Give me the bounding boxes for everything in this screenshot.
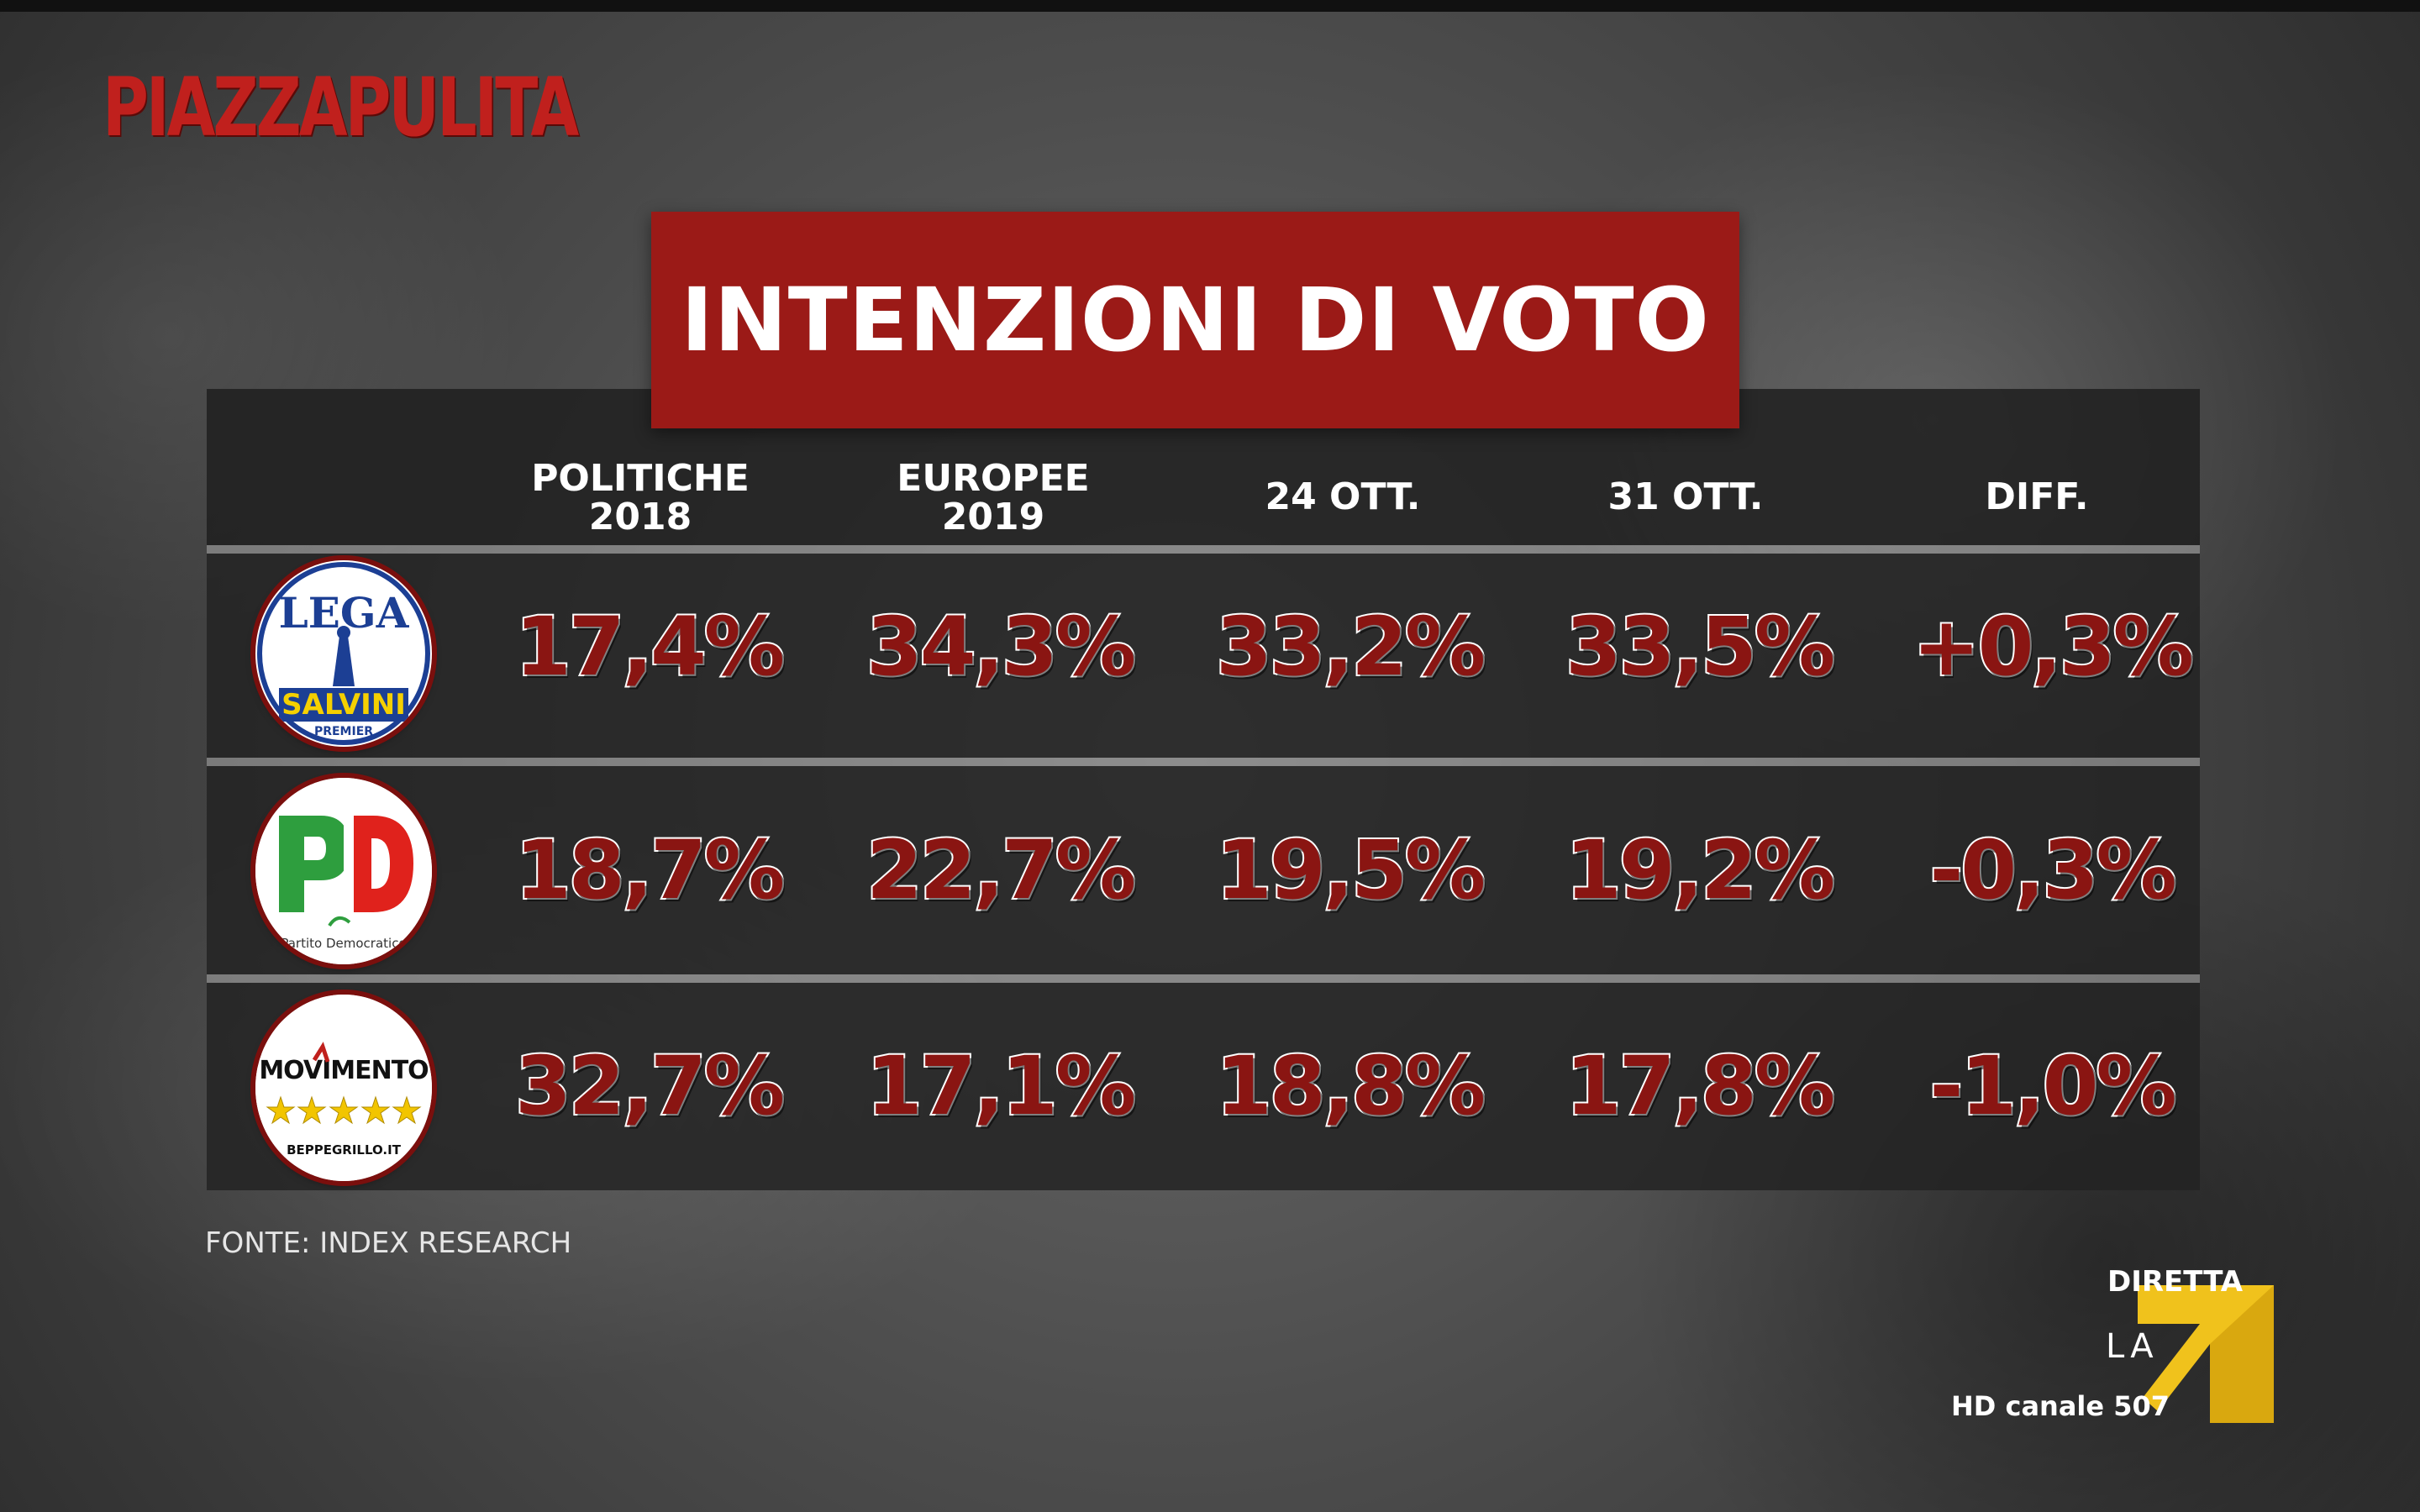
- column-header-politiche-2018: POLITICHE 2018: [472, 459, 808, 537]
- column-header-europee-2019: EUROPEE 2019: [825, 459, 1161, 537]
- value-lega-europee-2019: 34,3%: [865, 598, 1138, 696]
- row-separator: [207, 974, 2200, 983]
- column-header-diff: DIFF.: [1869, 478, 2205, 517]
- lega-logo: LEGA SALVINI PREMIER: [255, 560, 432, 747]
- la7-live-label: DIRETTA: [2107, 1265, 2244, 1299]
- m5s-logo-sub: BEPPEGRILLO.IT: [287, 1142, 402, 1158]
- value-m5s-31-ott: 17,8%: [1564, 1037, 1837, 1135]
- m5s-logo: MOVIMENTO BEPPEGRILLO.IT: [255, 995, 432, 1181]
- m5s-logo-text: MOVIMENTO: [259, 1056, 428, 1085]
- column-header-line1: 31 OTT.: [1607, 475, 1764, 518]
- top-bar: [0, 0, 2420, 12]
- value-lega-31-ott: 33,5%: [1564, 598, 1837, 696]
- column-header-line1: 24 OTT.: [1265, 475, 1421, 518]
- table-row-m5s: [207, 983, 2200, 1190]
- row-separator: [207, 758, 2200, 766]
- column-header-line1: POLITICHE: [531, 457, 750, 500]
- column-header-line2: 2018: [588, 496, 692, 538]
- chart-title: INTENZIONI DI VOTO: [681, 269, 1710, 371]
- column-header-line1: EUROPEE: [897, 457, 1090, 500]
- table-row-lega: [207, 554, 2200, 758]
- pd-logo: Partito Democratico: [255, 778, 432, 964]
- column-header-31-ott: 31 OTT.: [1518, 478, 1854, 517]
- value-pd-europee-2019: 22,7%: [865, 822, 1138, 919]
- program-logo: PIAZZAPULITA: [103, 60, 579, 155]
- column-header-24-ott: 24 OTT.: [1175, 478, 1511, 517]
- la7-seven-icon: [2138, 1285, 2274, 1423]
- source-note: FONTE: INDEX RESEARCH: [205, 1226, 572, 1260]
- value-m5s-diff: -1,0%: [1928, 1037, 2178, 1135]
- value-pd-24-ott: 19,5%: [1214, 822, 1487, 919]
- la7-hd-label: HD canale 507: [1951, 1390, 2170, 1422]
- row-separator: [207, 545, 2200, 554]
- value-m5s-politiche-2018: 32,7%: [513, 1037, 786, 1135]
- value-lega-politiche-2018: 17,4%: [513, 598, 786, 696]
- value-pd-diff: -0,3%: [1928, 822, 2178, 919]
- lega-logo-premier: PREMIER: [314, 725, 373, 738]
- pd-logo-caption: Partito Democratico: [281, 936, 406, 951]
- value-m5s-europee-2019: 17,1%: [865, 1037, 1138, 1135]
- pd-logo-graphic: Partito Democratico: [255, 778, 432, 964]
- table-row-pd: [207, 766, 2200, 974]
- value-lega-diff: +0,3%: [1911, 598, 2196, 696]
- lega-logo-graphic: LEGA SALVINI PREMIER: [257, 562, 430, 745]
- value-m5s-24-ott: 18,8%: [1214, 1037, 1487, 1135]
- column-header-line2: 2019: [941, 496, 1045, 538]
- value-pd-politiche-2018: 18,7%: [513, 822, 786, 919]
- la7-channel-text: LA: [2106, 1327, 2159, 1366]
- value-lega-24-ott: 33,2%: [1214, 598, 1487, 696]
- lega-logo-salvini: SALVINI: [281, 688, 406, 722]
- m5s-logo-graphic: MOVIMENTO BEPPEGRILLO.IT: [255, 995, 432, 1181]
- value-pd-31-ott: 19,2%: [1564, 822, 1837, 919]
- title-banner: INTENZIONI DI VOTO: [651, 212, 1739, 428]
- column-header-line1: DIFF.: [1985, 475, 2089, 518]
